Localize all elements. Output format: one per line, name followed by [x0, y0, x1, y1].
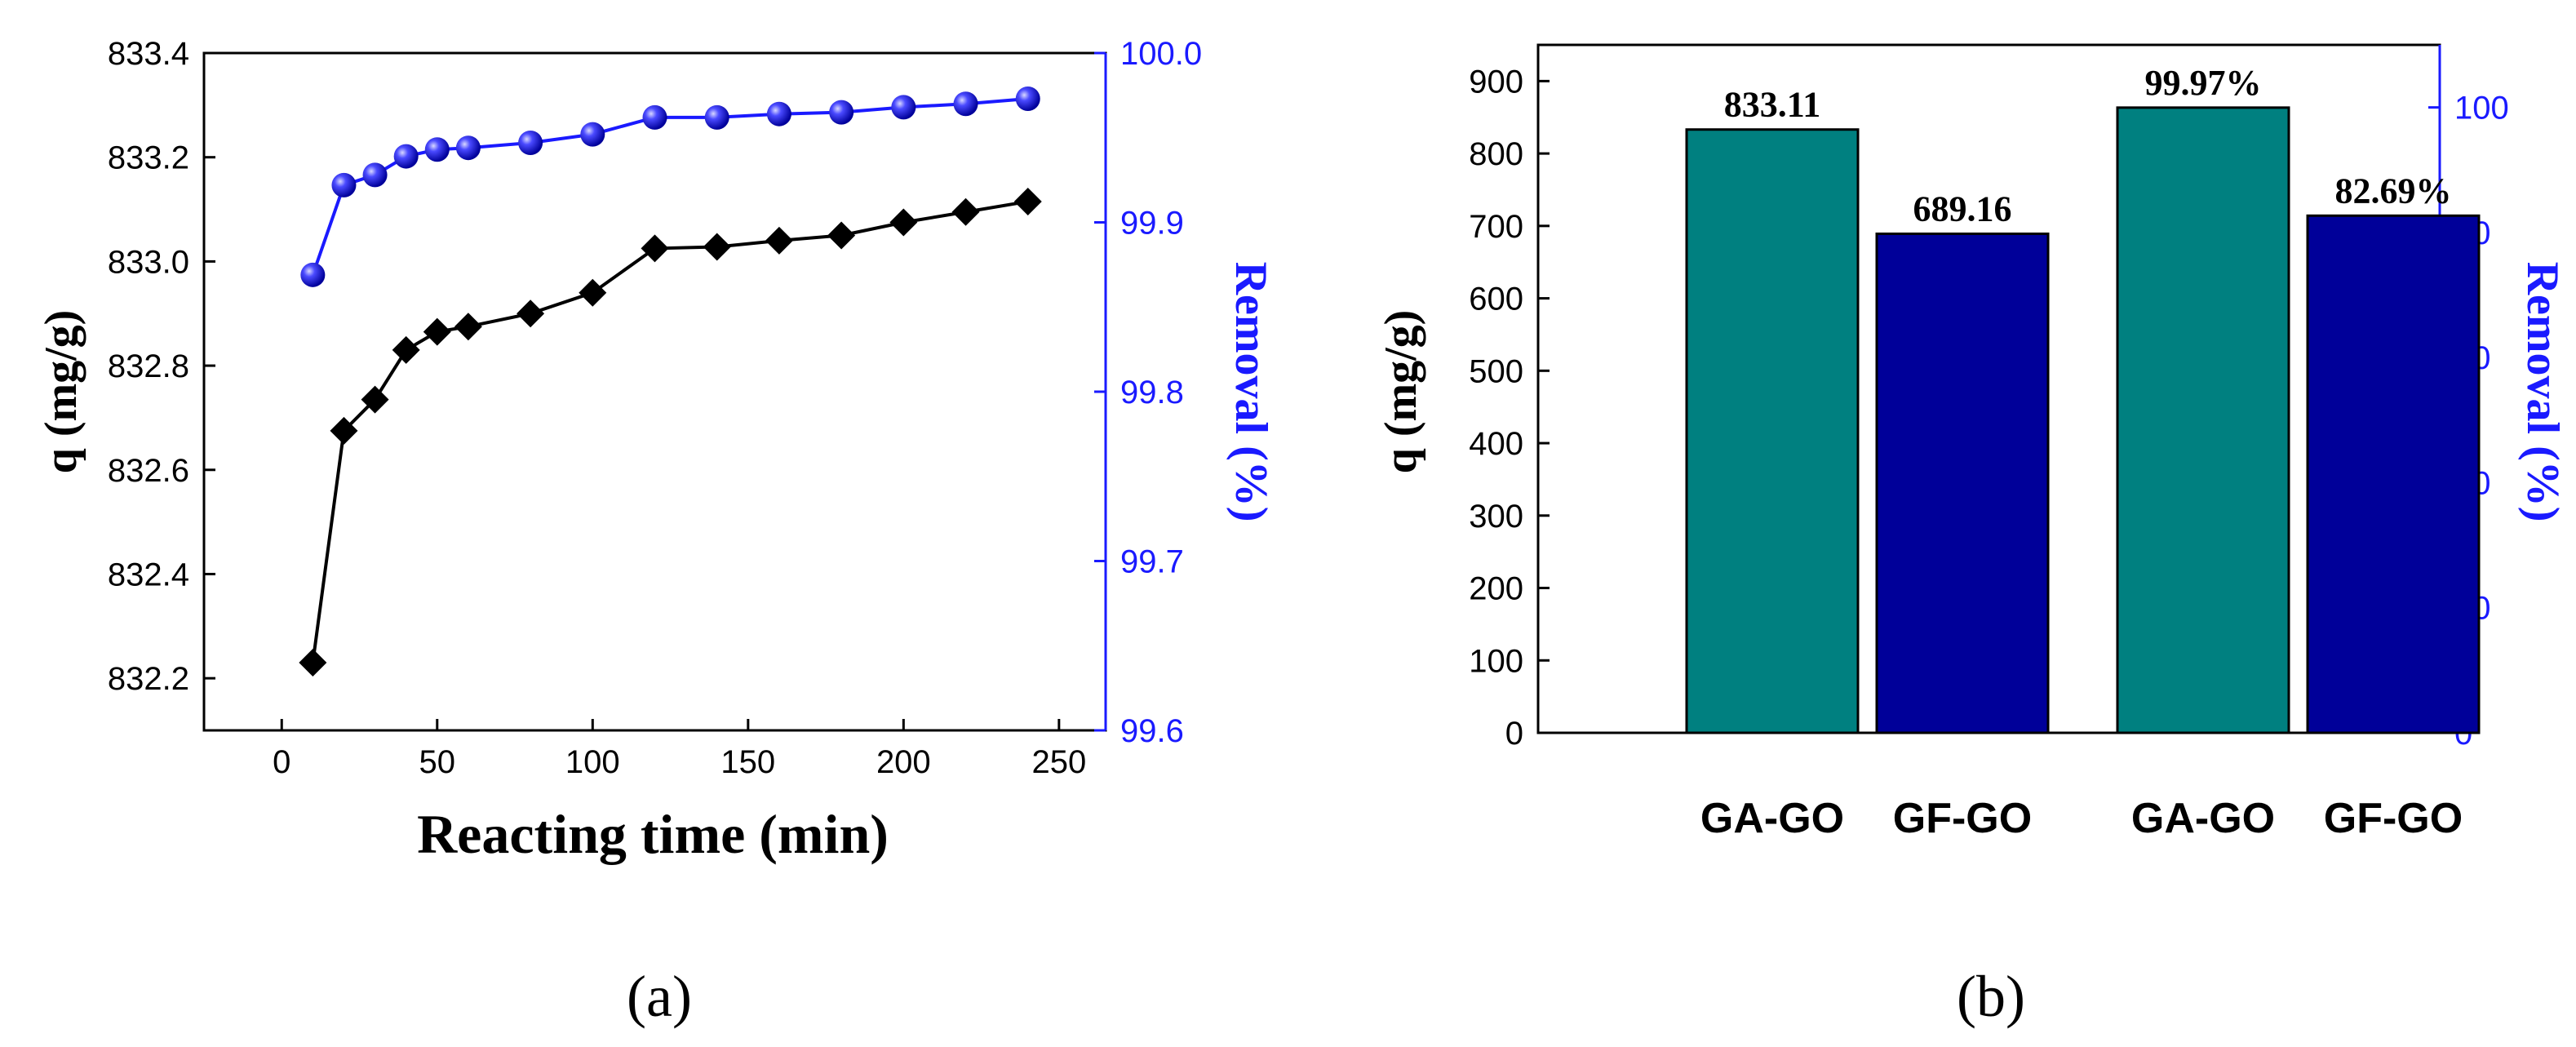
series-q-point [299, 649, 327, 677]
chart-b-left-tick-label: 600 [1469, 282, 1523, 317]
series-removal-point [300, 262, 326, 287]
bar-ga-go [2116, 106, 2290, 734]
series-q-point [517, 299, 545, 328]
series-removal-point [393, 144, 419, 169]
series-removal-point [331, 172, 357, 197]
bar-gf-go [1875, 232, 2050, 734]
series-removal-point [766, 101, 791, 126]
series-q-point [765, 226, 793, 255]
chart-a-left-tick-label: 832.8 [108, 348, 189, 384]
chart-b-panel-label: (b) [1957, 964, 2025, 1029]
bar-ga-go [1685, 128, 1860, 734]
chart-b-left-tick-label: 900 [1469, 64, 1523, 100]
chart-b-y-axis-title: q (mg/g) [1376, 310, 1426, 474]
category-label: GA-GO [2131, 795, 2275, 842]
chart-b-right-axis-title: Removal (%) [2517, 262, 2568, 522]
series-removal-point [518, 130, 543, 155]
chart-b-left-tick-label: 100 [1469, 643, 1523, 679]
bar-value-label: 833.11 [1724, 85, 1821, 125]
series-removal-point [424, 137, 450, 162]
series-q-point [703, 233, 731, 261]
series-removal-point [704, 104, 729, 130]
chart-a: 0 50 100 150 200 250 832.2 832.4 832.6 832.8 833.0… [36, 36, 1276, 1029]
category-label: GA-GO [1700, 795, 1844, 842]
category-label: GF-GO [2324, 795, 2463, 842]
chart-a-right-tick-label: 100.0 [1120, 36, 1202, 72]
series-q-point [454, 313, 482, 341]
chart-a-x-axis-title: Reacting time (min) [417, 803, 889, 865]
series-removal-point [829, 100, 854, 125]
chart-a-x-tick-label: 150 [720, 744, 775, 780]
series-removal-point [1015, 87, 1040, 112]
series-q-point [641, 234, 669, 263]
chart-b-right-tick-label: 100 [2454, 91, 2509, 126]
chart-b-left-tick-label: 400 [1469, 426, 1523, 462]
chart-a-right-tick-label: 99.6 [1120, 713, 1184, 749]
series-q-point [889, 208, 918, 237]
chart-a-left-tick-label: 833.0 [108, 244, 189, 280]
chart-a-panel-label: (a) [627, 964, 692, 1029]
chart-a-plot-frame [202, 51, 1107, 732]
series-removal-point [953, 91, 978, 117]
bar-gf-go [2306, 214, 2481, 734]
chart-a-y-axis-title: q (mg/g) [36, 310, 86, 474]
chart-a-left-tick-label: 832.4 [108, 557, 189, 592]
chart-a-right-tick-label: 99.7 [1120, 544, 1184, 580]
bar-value-label: 82.69% [2335, 171, 2452, 211]
chart-a-right-axis-title: Removal (%) [1226, 262, 1276, 522]
chart-b-left-tick-label: 0 [1505, 716, 1523, 752]
chart-a-left-tick-label: 832.2 [108, 661, 189, 697]
series-q-point [361, 385, 389, 414]
bar-value-label: 689.16 [1913, 189, 2012, 228]
chart-b-left-tick-label: 200 [1469, 571, 1523, 607]
chart-a-right-tick-label: 99.8 [1120, 375, 1184, 410]
chart-a-x-tick-label: 200 [876, 744, 931, 780]
chart-a-x-tick-label: 0 [273, 744, 290, 780]
series-removal-point [362, 162, 388, 188]
series-removal-point [891, 95, 916, 120]
series-q-point [392, 335, 420, 364]
series-q-point [423, 317, 451, 346]
chart-b-left-tick-label: 500 [1469, 353, 1523, 389]
category-label: GF-GO [1893, 795, 2032, 842]
series-removal-point [455, 135, 481, 161]
chart-a-x-tick-label: 250 [1031, 744, 1086, 780]
series-removal-point [642, 104, 667, 130]
chart-a-left-tick-label: 833.4 [108, 36, 189, 72]
chart-b-left-tick-label: 800 [1469, 136, 1523, 172]
series-q-point [827, 221, 856, 250]
chart-b-left-tick-label: 700 [1469, 209, 1523, 245]
chart-a-left-tick-label: 833.2 [108, 140, 189, 176]
series-q-point [330, 416, 358, 445]
chart-b: 0100200300400500600700800900020406080100… [1376, 43, 2568, 1029]
chart-a-x-tick-label: 100 [565, 744, 620, 780]
series-q-point [951, 197, 980, 226]
chart-a-x-tick-label: 50 [419, 744, 456, 780]
series-removal-point [580, 122, 605, 147]
series-q-line [311, 199, 1029, 663]
chart-a-left-tick-label: 832.6 [108, 453, 189, 489]
chart-a-right-tick-label: 99.9 [1120, 206, 1184, 242]
bar-value-label: 99.97% [2145, 63, 2262, 103]
chart-b-left-tick-label: 300 [1469, 499, 1523, 535]
series-q-point [1013, 187, 1042, 215]
series-q-point [579, 278, 607, 307]
